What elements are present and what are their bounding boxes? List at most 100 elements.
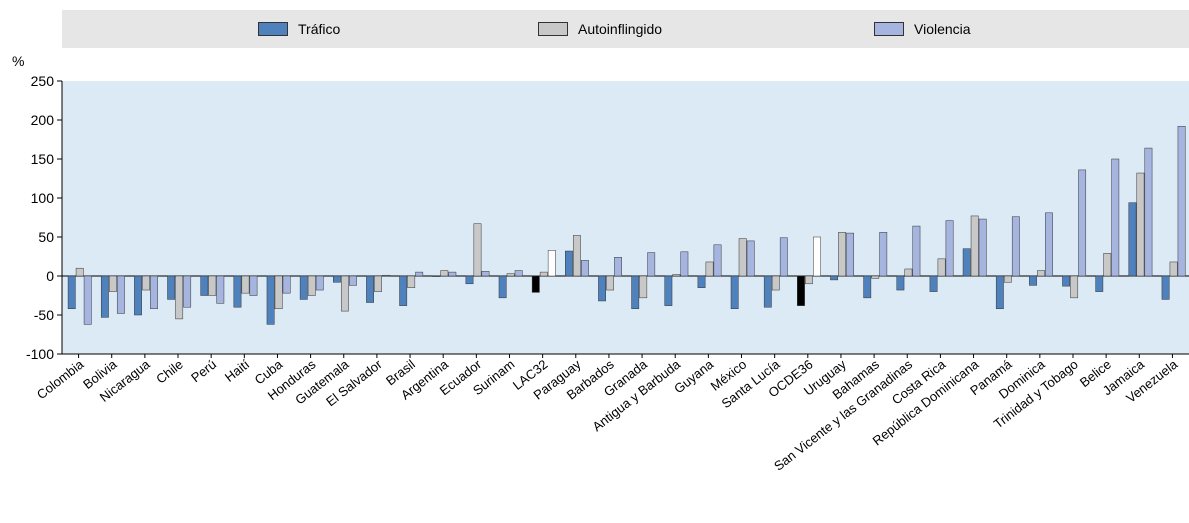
bar-violencia-3 [184, 276, 191, 307]
bar-violencia-5 [250, 276, 257, 296]
bar-violencia-2 [150, 276, 157, 309]
bar-tr-fico-4 [201, 276, 208, 296]
bar-autoinflingido-5 [242, 276, 249, 293]
bar-violencia-13 [515, 271, 522, 276]
bar-tr-fico-20 [731, 276, 738, 309]
bar-violencia-29 [1045, 213, 1052, 276]
bar-autoinflingido-14 [540, 272, 547, 276]
bar-violencia-18 [681, 252, 688, 276]
y-tick-label--100: -100 [26, 346, 54, 362]
bar-autoinflingido-25 [905, 269, 912, 276]
bar-violencia-31 [1112, 159, 1119, 276]
bar-tr-fico-2 [134, 276, 141, 315]
bar-tr-fico-21 [764, 276, 771, 307]
bar-tr-fico-11 [433, 276, 440, 277]
y-tick-label-100: 100 [31, 190, 55, 206]
bar-autoinflingido-20 [739, 239, 746, 276]
bar-autoinflingido-28 [1004, 276, 1011, 282]
bar-violencia-0 [84, 276, 91, 324]
y-tick-label-150: 150 [31, 151, 55, 167]
bar-violencia-16 [614, 257, 621, 276]
bar-tr-fico-14 [532, 276, 539, 292]
bar-tr-fico-1 [101, 276, 108, 317]
bar-tr-fico-0 [68, 276, 75, 309]
bar-violencia-1 [117, 276, 124, 313]
bar-tr-fico-3 [168, 276, 175, 299]
bar-autoinflingido-19 [706, 262, 713, 276]
bar-autoinflingido-7 [308, 276, 315, 296]
bar-tr-fico-12 [466, 276, 473, 284]
bar-autoinflingido-8 [341, 276, 348, 311]
bar-violencia-9 [382, 275, 389, 276]
bar-tr-fico-13 [499, 276, 506, 298]
bar-autoinflingido-22 [805, 276, 812, 284]
bar-tr-fico-25 [897, 276, 904, 290]
bar-violencia-11 [449, 272, 456, 276]
y-tick-label-50: 50 [38, 229, 54, 245]
bar-violencia-24 [880, 232, 887, 276]
bar-autoinflingido-23 [838, 232, 845, 276]
x-tick-label-0: Colombia [34, 356, 87, 402]
bar-autoinflingido-15 [573, 235, 580, 276]
bar-autoinflingido-21 [772, 276, 779, 290]
bar-tr-fico-31 [1096, 276, 1103, 292]
bar-autoinflingido-0 [76, 268, 83, 276]
bar-violencia-21 [780, 238, 787, 276]
bar-violencia-28 [1012, 217, 1019, 276]
bar-tr-fico-29 [1029, 276, 1036, 285]
y-tick-label-0: 0 [46, 268, 54, 284]
y-tick-label-200: 200 [31, 112, 55, 128]
bar-violencia-27 [979, 219, 986, 276]
bar-tr-fico-22 [797, 276, 804, 306]
bar-violencia-26 [946, 221, 953, 276]
bar-violencia-30 [1078, 170, 1085, 276]
x-tick-label-4: Perú [188, 357, 219, 386]
y-axis-label: % [12, 53, 24, 69]
bar-violencia-7 [316, 276, 323, 290]
bar-tr-fico-7 [300, 276, 307, 299]
bar-autoinflingido-27 [971, 216, 978, 276]
bar-autoinflingido-1 [109, 276, 116, 292]
bar-tr-fico-28 [996, 276, 1003, 309]
bar-autoinflingido-3 [176, 276, 183, 319]
bar-violencia-12 [482, 271, 489, 276]
bar-autoinflingido-33 [1170, 262, 1177, 276]
bar-autoinflingido-13 [507, 274, 514, 276]
bar-autoinflingido-24 [872, 276, 879, 278]
bar-autoinflingido-16 [606, 276, 613, 290]
plot-area [62, 81, 1189, 354]
bar-tr-fico-27 [963, 249, 970, 276]
x-axis: ColombiaBoliviaNicaragua Chile Perú Haití Cu… [34, 354, 1189, 474]
bar-tr-fico-24 [864, 276, 871, 298]
bar-violencia-32 [1145, 148, 1152, 276]
bar-tr-fico-30 [1062, 276, 1069, 286]
y-tick-label--50: -50 [34, 307, 54, 323]
bar-autoinflingido-26 [938, 259, 945, 276]
bar-tr-fico-10 [400, 276, 407, 306]
bar-tr-fico-17 [632, 276, 639, 309]
bar-violencia-22 [813, 237, 820, 276]
bar-autoinflingido-17 [640, 276, 647, 298]
bar-autoinflingido-10 [408, 276, 415, 288]
bar-autoinflingido-32 [1137, 173, 1144, 276]
bar-tr-fico-18 [665, 276, 672, 306]
bar-autoinflingido-4 [209, 276, 216, 296]
bar-tr-fico-19 [698, 276, 705, 288]
bar-tr-fico-6 [267, 276, 274, 324]
bar-autoinflingido-2 [142, 276, 149, 290]
bar-violencia-8 [349, 276, 356, 285]
bar-tr-fico-23 [830, 276, 837, 280]
y-tick-label-250: 250 [31, 73, 55, 89]
bar-tr-fico-5 [234, 276, 241, 307]
bar-violencia-25 [913, 226, 920, 276]
bar-violencia-17 [648, 253, 655, 276]
bar-violencia-33 [1178, 126, 1185, 276]
bar-autoinflingido-31 [1104, 253, 1111, 276]
bar-autoinflingido-18 [673, 274, 680, 276]
bar-autoinflingido-6 [275, 276, 282, 309]
bar-autoinflingido-11 [441, 271, 448, 276]
bar-violencia-6 [283, 276, 290, 293]
bar-tr-fico-26 [930, 276, 937, 292]
x-tick-label-3: Chile [153, 357, 186, 387]
